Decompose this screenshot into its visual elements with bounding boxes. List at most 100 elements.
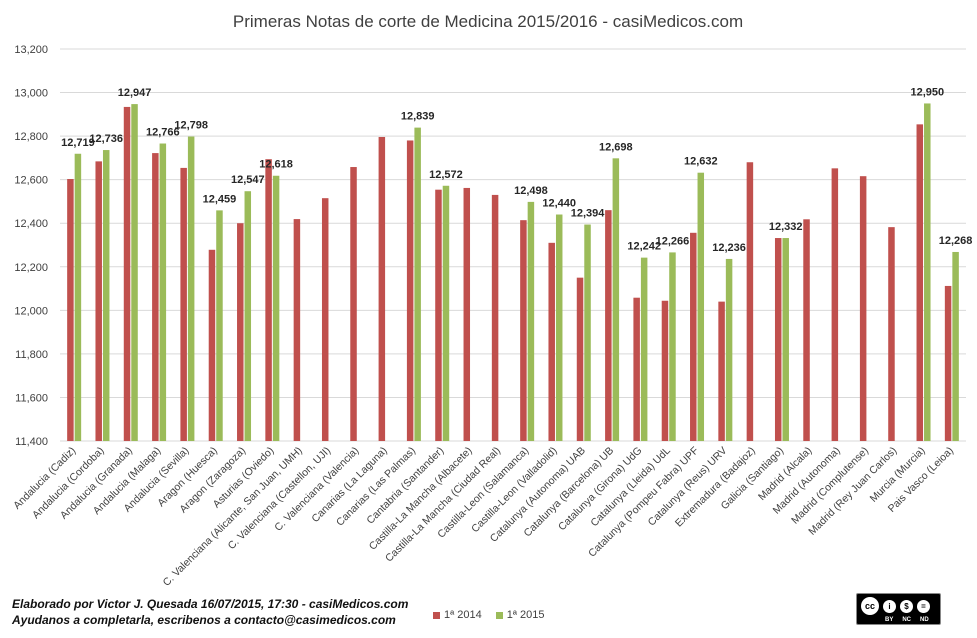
bar-2014 [605,210,612,441]
bar-2014 [208,249,216,441]
noncommercial-icon: $ [900,599,913,613]
y-tick-label: 12,200 [14,262,48,274]
data-label: 12,736 [89,133,123,145]
footer-credits: Elaborado por Victor J. Quesada 16/07/20… [12,596,408,628]
data-label: 12,547 [231,174,265,186]
legend-label-2014: 1ª 2014 [444,609,482,621]
bar-2014 [916,124,924,442]
data-label: 12,572 [429,169,463,181]
data-label: 12,766 [146,127,180,139]
attribution-icon: i [883,599,896,613]
chart-legend: 1ª 2014 1ª 2015 [433,609,544,621]
bar-2015 [952,251,959,441]
bar-2014 [152,153,159,441]
y-tick-label: 11,800 [15,349,48,361]
y-tick-label: 11,600 [15,392,48,404]
bar-2014 [67,179,74,441]
bar-2015 [187,136,195,441]
bar-2014 [237,223,244,441]
bar-2014 [180,167,187,441]
bar-2015 [272,175,280,441]
data-label: 12,268 [939,235,973,247]
data-label: 12,440 [542,198,576,210]
bar-2014 [520,220,527,441]
bar-2014 [831,168,839,441]
data-label: 12,798 [174,120,208,132]
bar-2014 [633,297,640,441]
bar-2014 [803,219,810,441]
gridlines [60,48,966,442]
cc-icon: cc [861,597,879,615]
data-label: 12,947 [118,87,152,99]
creative-commons-license-badge: cc i $ = BY NC ND [856,593,941,625]
footer-author-line: Elaborado por Victor J. Quesada 16/07/20… [12,597,409,611]
bar-2014 [746,162,754,441]
bar-2015 [414,127,421,442]
bar-2015 [442,185,450,441]
bar-2014 [690,232,697,441]
legend-label-2015: 1ª 2015 [506,609,545,621]
bar-2014 [491,194,499,441]
bar-2015 [697,172,705,441]
bar-2014 [774,238,782,441]
data-label: 12,394 [571,208,606,220]
data-label: 12,266 [656,235,690,247]
bar-2014 [406,140,414,441]
bar-2015 [74,153,82,442]
y-axis-ticks: 11,400 11,600 11,800 12,000 12,200 12,400 12,6… [14,44,48,448]
bar-2015 [244,191,252,441]
legend-item-2015: 1ª 2015 [495,609,545,621]
footer-contact-line: Ayudanos a completarla, escribenos a con… [12,613,396,627]
data-label: 12,698 [599,141,633,153]
bar-2014 [718,301,725,441]
bar-2015 [924,103,931,441]
bar-2015 [131,104,138,441]
legend-swatch-2014 [433,611,440,619]
bar-2014 [944,285,952,441]
bar-2014 [265,159,272,441]
data-label: 12,459 [203,193,237,205]
bars [67,103,959,442]
bar-2014 [463,187,471,441]
y-tick-label: 13,000 [14,88,48,100]
bar-2015 [527,201,535,441]
y-tick-label: 12,000 [14,305,48,317]
bar-2014 [350,167,357,441]
y-tick-label: 12,800 [14,131,48,143]
bar-2014 [293,219,301,441]
data-label: 12,632 [684,156,718,168]
bar-2015 [612,158,620,441]
data-label: 12,498 [514,185,548,197]
bar-2014 [123,106,131,441]
data-label: 12,332 [769,221,803,233]
bar-2014 [548,242,555,441]
bar-2014 [435,189,442,441]
license-by-label: BY [885,617,894,623]
legend-swatch-2015 [495,611,503,619]
bar-2014 [576,277,584,441]
y-tick-label: 12,400 [14,218,48,230]
bar-2014 [888,227,895,441]
bar-2015 [584,224,591,441]
bar-2014 [661,300,669,441]
bar-2015 [725,258,733,441]
legend-item-2014: 1ª 2014 [433,609,482,621]
noderivatives-icon: = [917,599,930,613]
data-label: 12,719 [61,137,95,149]
data-label: 12,618 [259,159,293,171]
bar-2014 [859,176,867,441]
license-nc-label: NC [902,617,912,623]
y-tick-label: 13,200 [14,44,48,56]
chart-title: Primeras Notas de corte de Medicina 2015… [233,12,743,31]
bar-2015 [159,143,167,441]
bar-2015 [102,150,110,441]
bar-2015 [216,210,223,441]
y-tick-label: 12,600 [14,175,48,187]
data-label: 12,839 [401,111,435,123]
bar-2015 [640,257,648,441]
bar-2015 [669,252,676,441]
data-label: 12,242 [627,241,661,253]
data-label: 12,950 [910,86,944,98]
